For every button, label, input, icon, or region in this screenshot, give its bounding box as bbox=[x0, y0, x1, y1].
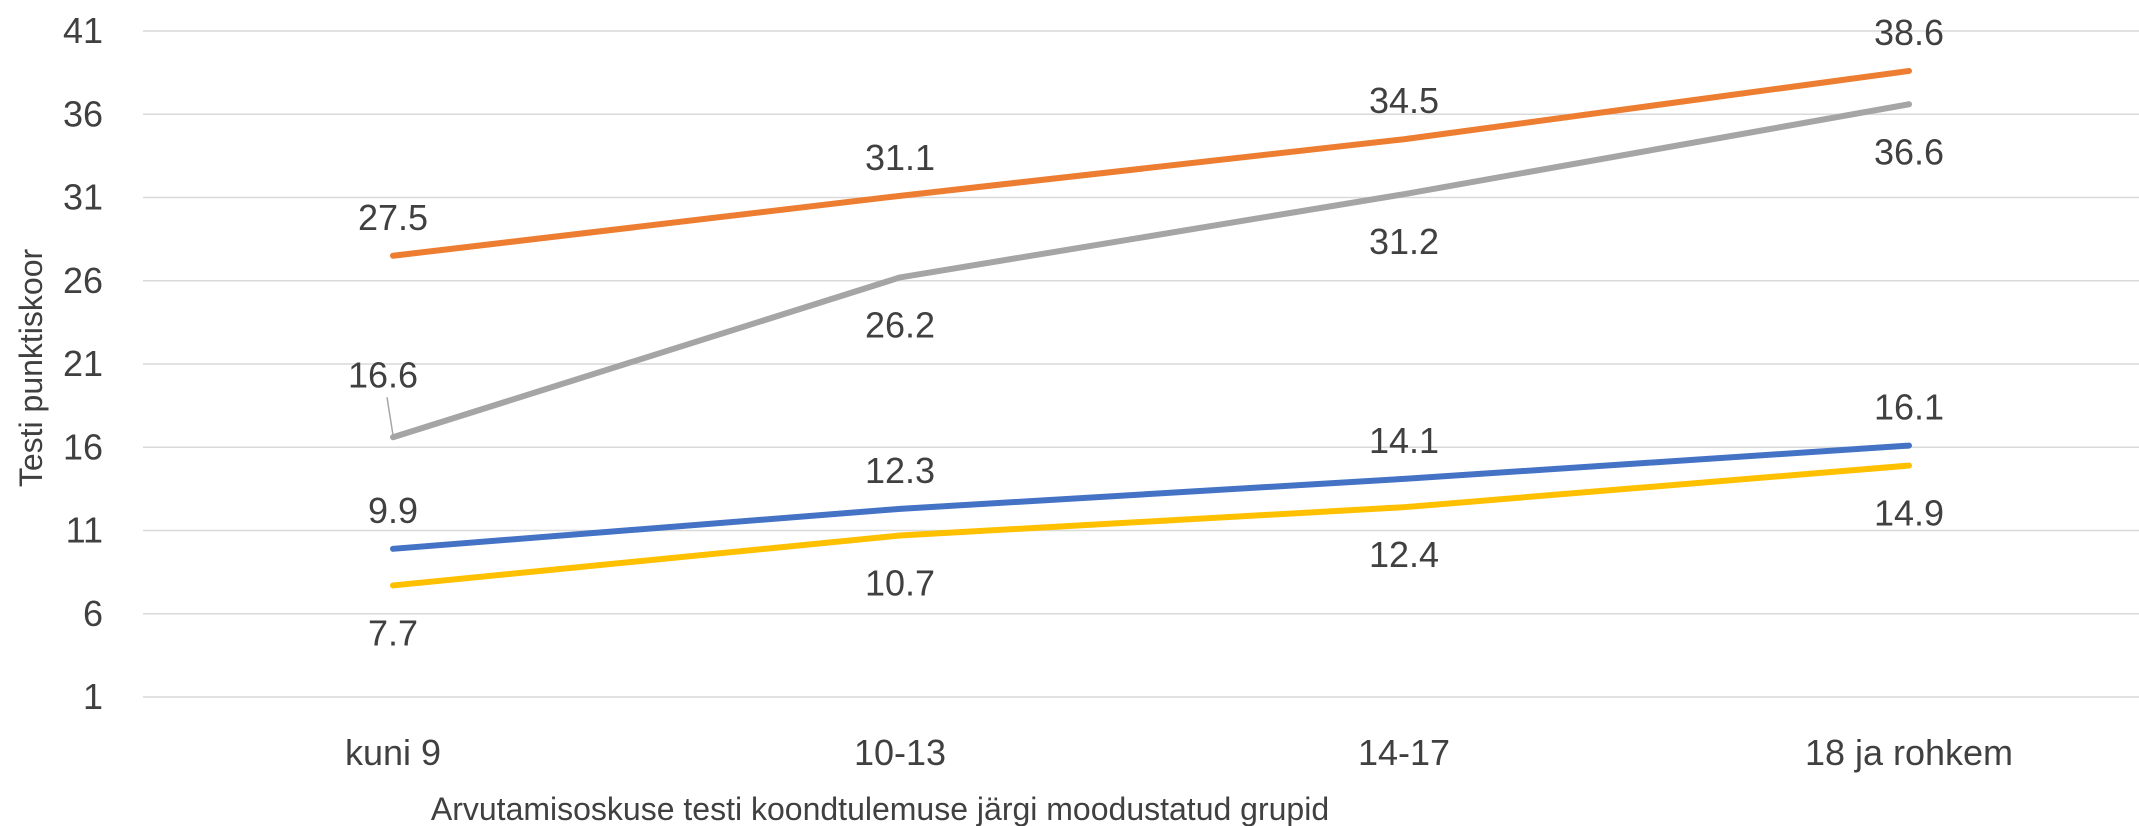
data-label: 26.2 bbox=[865, 304, 935, 345]
data-label: 12.3 bbox=[865, 450, 935, 491]
y-tick-label: 21 bbox=[63, 343, 103, 384]
data-label: 9.9 bbox=[368, 490, 418, 531]
data-label: 38.6 bbox=[1874, 12, 1944, 53]
y-tick-label: 6 bbox=[83, 593, 103, 634]
series-lines bbox=[390, 67, 1912, 589]
series-line bbox=[390, 462, 1912, 589]
x-axis-tick-labels: kuni 9 10-13 14-17 18 ja rohkem bbox=[345, 732, 2013, 773]
data-label: 31.2 bbox=[1369, 221, 1439, 262]
data-label: 14.9 bbox=[1874, 493, 1944, 534]
data-label: 12.4 bbox=[1369, 534, 1439, 575]
leader-line bbox=[386, 397, 394, 436]
y-tick-label: 26 bbox=[63, 260, 103, 301]
data-label: 36.6 bbox=[1874, 131, 1944, 172]
data-label: 7.7 bbox=[368, 612, 418, 653]
y-tick-label: 1 bbox=[83, 676, 103, 717]
series-line bbox=[390, 442, 1912, 552]
y-axis-title: Testi punktiskoor bbox=[13, 248, 49, 487]
x-axis-title: Arvutamisoskuse testi koondtulemuse järg… bbox=[431, 791, 1329, 826]
data-label: 10.7 bbox=[865, 562, 935, 603]
data-label: 14.1 bbox=[1369, 420, 1439, 461]
data-label: 34.5 bbox=[1369, 80, 1439, 121]
data-label: 27.5 bbox=[358, 197, 428, 238]
x-tick-label: kuni 9 bbox=[345, 732, 441, 773]
series-line bbox=[390, 101, 1912, 441]
data-label: 16.6 bbox=[348, 354, 418, 395]
x-tick-label: 18 ja rohkem bbox=[1805, 732, 2013, 773]
y-tick-label: 11 bbox=[66, 510, 103, 551]
x-tick-label: 10-13 bbox=[854, 732, 946, 773]
data-label: 31.1 bbox=[865, 137, 935, 178]
data-labels: 27.5 31.1 34.5 38.6 16.6 26.2 31.2 36.6 9.9 12.3 1… bbox=[348, 12, 1944, 653]
y-tick-label: 36 bbox=[63, 93, 103, 134]
x-tick-label: 14-17 bbox=[1358, 732, 1450, 773]
data-label: 16.1 bbox=[1874, 387, 1944, 428]
series-line bbox=[390, 67, 1912, 259]
y-tick-label: 16 bbox=[63, 426, 103, 467]
y-tick-label: 31 bbox=[63, 177, 103, 218]
y-tick-label: 41 bbox=[63, 10, 103, 51]
gridlines bbox=[143, 30, 2139, 698]
